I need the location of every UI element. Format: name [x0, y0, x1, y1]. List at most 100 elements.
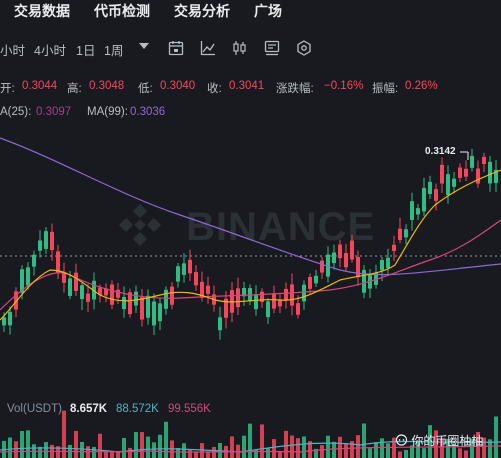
- ma7-line: [0, 169, 501, 321]
- candle-body: [332, 252, 336, 264]
- volume-bar: [176, 447, 180, 458]
- volume-bar: [158, 434, 162, 458]
- nav-trading-data[interactable]: 交易数据: [14, 3, 70, 19]
- change-value: −0.16%: [324, 80, 364, 92]
- volume-bar: [122, 437, 126, 458]
- volume-bar: [296, 438, 300, 458]
- candle-body: [26, 267, 30, 286]
- candle-body: [194, 272, 198, 286]
- candle-body: [128, 292, 132, 315]
- candle-body: [350, 240, 354, 260]
- candle-body: [266, 301, 270, 318]
- nav-trading-analysis[interactable]: 交易分析: [174, 3, 230, 19]
- volume-bar: [248, 423, 252, 458]
- candle-body: [440, 164, 444, 184]
- volume-bar: [140, 432, 144, 458]
- candle-body: [14, 291, 18, 310]
- volume-bar: [38, 446, 42, 458]
- candle-body: [68, 278, 72, 296]
- volume-bar: [350, 441, 354, 458]
- volume-bar: [422, 448, 426, 458]
- chart-toolbar: 小时 4小时 1日 1周: [0, 34, 501, 62]
- candle-body: [284, 288, 288, 301]
- timeframe-1day[interactable]: 1日: [76, 44, 96, 58]
- line-chart-icon[interactable]: [200, 40, 216, 56]
- volume-bar: [338, 436, 342, 458]
- candle-body: [314, 275, 318, 284]
- candle-body: [386, 257, 390, 268]
- volume-bar: [440, 439, 444, 458]
- volume-bar: [152, 442, 156, 458]
- volume-bar: [368, 448, 372, 458]
- volume-bar: [8, 437, 12, 458]
- candle-body: [446, 174, 450, 196]
- candle-body: [140, 297, 144, 320]
- ma25-label: A(25):: [0, 106, 32, 118]
- candle-body: [464, 168, 468, 177]
- volume-bar: [80, 441, 84, 458]
- volume-bar: [266, 448, 270, 458]
- candle-body: [74, 272, 78, 291]
- candle-body: [416, 208, 420, 215]
- candle-body: [434, 189, 438, 201]
- volume-label: Vol(USDT): [7, 403, 62, 415]
- volume-bar: [458, 448, 462, 458]
- open-value: 0.3044: [22, 80, 58, 92]
- timeframe-1week[interactable]: 1周: [104, 44, 124, 58]
- candle-body: [290, 284, 294, 306]
- volume-bar: [482, 437, 486, 458]
- candles-group: [2, 148, 498, 340]
- volume-bar: [452, 443, 456, 458]
- candle-body: [44, 231, 48, 249]
- candle-body: [398, 228, 402, 241]
- amplitude-label: 振幅:: [372, 83, 399, 95]
- volume-bar: [182, 443, 186, 458]
- nav-square[interactable]: 广场: [254, 3, 282, 19]
- candle-body: [56, 251, 60, 273]
- nav-token-check[interactable]: 代币检测: [94, 3, 150, 19]
- low-value: 0.3040: [160, 80, 196, 92]
- ma25-value: 0.3097: [36, 106, 72, 118]
- volume-ma-a-value: 88.572K: [116, 403, 159, 415]
- candle-body: [254, 295, 258, 310]
- indicator-settings-icon[interactable]: [264, 40, 280, 56]
- timeframe-4hour[interactable]: 4小时: [34, 44, 66, 58]
- volume-bar: [14, 441, 18, 458]
- candle-body: [404, 229, 408, 238]
- candle-body: [326, 254, 330, 277]
- volume-bar: [374, 442, 378, 458]
- volume-bar: [464, 450, 468, 458]
- candle-body: [488, 161, 492, 184]
- candle-body: [170, 286, 174, 305]
- close-value: 0.3041: [229, 80, 265, 92]
- top-navigation: 交易数据 代币检测 交易分析 广场: [0, 0, 501, 22]
- volume-bar: [344, 443, 348, 458]
- dropdown-caret-icon[interactable]: [139, 43, 149, 51]
- volume-bar: [290, 435, 294, 458]
- volume-bar: [410, 445, 414, 458]
- high-label: 高:: [67, 83, 82, 95]
- binance-logo-icon: [118, 203, 162, 247]
- candle-body: [236, 288, 240, 308]
- binance-watermark: BINANCE: [118, 203, 375, 250]
- volume-bar: [356, 435, 360, 458]
- volume-bar: [44, 442, 48, 458]
- volume-bar: [254, 450, 258, 458]
- volume-bar: [386, 443, 390, 458]
- candlestick-icon[interactable]: [232, 40, 248, 56]
- candlestick-chart[interactable]: [0, 120, 501, 458]
- timeframe-hour[interactable]: 小时: [0, 44, 26, 58]
- volume-bar: [320, 445, 324, 458]
- candle-body: [152, 301, 156, 326]
- volume-bar: [260, 424, 264, 458]
- candle-body: [182, 263, 186, 275]
- candle-body: [362, 269, 366, 293]
- ma99-line: [0, 137, 501, 276]
- hexagon-settings-icon[interactable]: [296, 40, 312, 56]
- volume-value: 8.657K: [70, 403, 108, 415]
- calendar-icon[interactable]: [168, 40, 184, 56]
- candle-body: [134, 291, 138, 306]
- candle-body: [380, 259, 384, 271]
- candle-body: [206, 285, 210, 294]
- candle-body: [476, 168, 480, 184]
